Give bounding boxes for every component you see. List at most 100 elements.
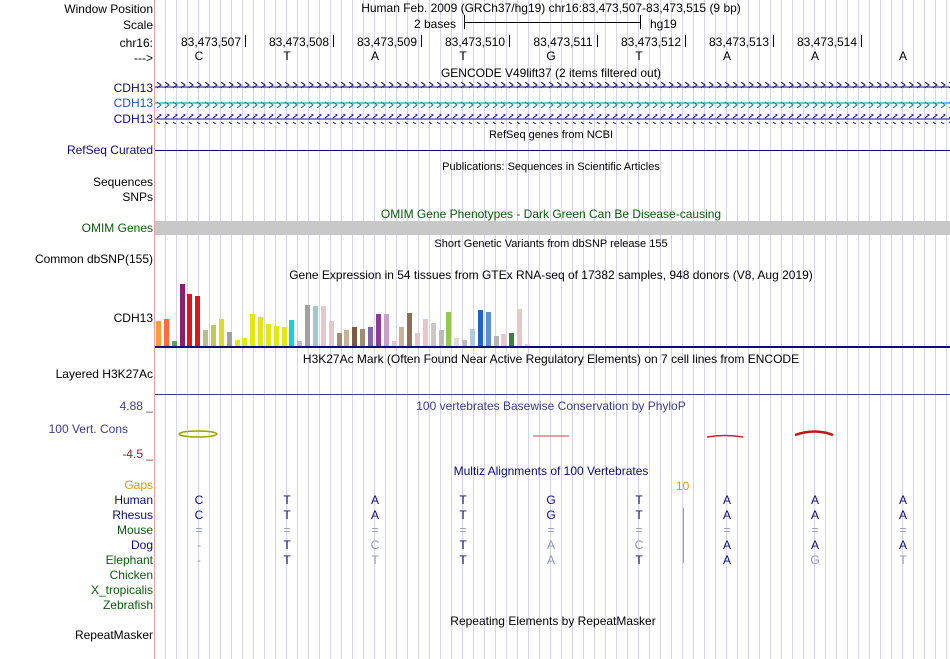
- gtex-tissue-bar[interactable]: [336, 333, 342, 346]
- track-title-refseq: RefSeq genes from NCBI: [488, 129, 614, 141]
- phylop-conservation-plot[interactable]: [155, 425, 950, 445]
- gridline: [660, 0, 661, 659]
- alignment-base: =: [459, 523, 467, 537]
- gtex-tissue-bar[interactable]: [265, 324, 271, 346]
- coordinate-tick: [861, 35, 862, 47]
- gtex-tissue-bar[interactable]: [258, 317, 264, 346]
- coordinate-tick: [333, 35, 334, 47]
- label-chromosome: chr16:: [119, 36, 153, 50]
- gtex-tissue-bar[interactable]: [462, 340, 468, 346]
- gridline: [374, 0, 375, 659]
- gap-insertion-marker[interactable]: [683, 508, 684, 563]
- gtex-tissue-bar[interactable]: [281, 327, 287, 346]
- alignment-base: T: [899, 553, 907, 567]
- gtex-tissue-bar[interactable]: [328, 321, 334, 346]
- gtex-tissue-bar[interactable]: [422, 319, 428, 346]
- gtex-tissue-bar[interactable]: [195, 296, 201, 346]
- alignment-base: -: [197, 538, 201, 552]
- label-omim-genes[interactable]: OMIM Genes: [81, 221, 153, 235]
- label-cdh13-transcript-1[interactable]: CDH13: [113, 81, 153, 95]
- gtex-tissue-bar[interactable]: [203, 330, 209, 346]
- gtex-tissue-bar[interactable]: [156, 321, 161, 346]
- gtex-tissue-bar[interactable]: [375, 314, 381, 346]
- alignment-base: T: [371, 553, 379, 567]
- gtex-tissue-bar[interactable]: [430, 323, 436, 346]
- label-repeatmasker: RepeatMasker: [74, 628, 153, 642]
- gtex-tissue-bar[interactable]: [477, 310, 483, 346]
- alignment-base: C: [634, 538, 644, 552]
- label-cdh13-transcript-2[interactable]: CDH13: [113, 96, 153, 110]
- gencode-transcript-tracks[interactable]: [155, 80, 950, 125]
- gtex-tissue-bar[interactable]: [493, 336, 499, 346]
- gtex-tissue-bar[interactable]: [524, 344, 530, 346]
- gtex-tissue-bar[interactable]: [438, 330, 444, 346]
- reference-base: T: [283, 49, 291, 63]
- alignment-base: T: [283, 493, 291, 507]
- alignment-base: =: [371, 523, 379, 537]
- alignment-base: =: [811, 523, 819, 537]
- alignment-base: =: [547, 523, 555, 537]
- alignment-base: C: [370, 538, 380, 552]
- gridline: [638, 0, 639, 659]
- alignment-base: A: [810, 493, 820, 507]
- label-cdh13-gtex[interactable]: CDH13: [113, 311, 153, 325]
- gtex-tissue-bar[interactable]: [517, 309, 523, 346]
- gtex-tissue-bar[interactable]: [391, 341, 397, 346]
- coordinate-label: 83,473,513: [708, 35, 770, 49]
- gridline: [550, 0, 551, 659]
- alignment-base: A: [370, 493, 380, 507]
- track-title-repeatmasker: Repeating Elements by RepeatMasker: [450, 614, 656, 628]
- gtex-tissue-bar[interactable]: [218, 319, 224, 346]
- track-title-publications: Publications: Sequences in Scientific Ar…: [442, 161, 660, 173]
- gtex-tissue-bar[interactable]: [171, 341, 177, 346]
- gtex-tissue-bar[interactable]: [367, 327, 373, 346]
- gtex-tissue-bar[interactable]: [242, 338, 248, 346]
- coordinate-label: 83,473,508: [268, 35, 330, 49]
- alignment-base: T: [635, 553, 643, 567]
- refseq-gene-line[interactable]: [155, 150, 950, 151]
- gridline: [451, 0, 452, 659]
- track-title-multiz: Multiz Alignments of 100 Vertebrates: [453, 464, 649, 478]
- alignment-base: T: [459, 553, 467, 567]
- gridline: [924, 0, 925, 659]
- gtex-tissue-bar[interactable]: [273, 326, 279, 346]
- gtex-tissue-bar[interactable]: [305, 305, 311, 346]
- alignment-base: A: [722, 553, 732, 567]
- gtex-tissue-bar[interactable]: [470, 329, 475, 346]
- label-refseq-curated[interactable]: RefSeq Curated: [66, 143, 153, 157]
- gtex-tissue-bar[interactable]: [407, 313, 413, 346]
- coordinate-label: 83,473,509: [356, 35, 418, 49]
- gtex-tissue-bar[interactable]: [320, 306, 326, 346]
- gridline: [231, 0, 232, 659]
- gtex-tissue-bar[interactable]: [163, 319, 169, 346]
- gtex-tissue-bar[interactable]: [383, 314, 389, 346]
- gtex-tissue-bar[interactable]: [454, 338, 460, 346]
- gtex-tissue-bar[interactable]: [313, 306, 318, 346]
- gtex-tissue-bar[interactable]: [501, 334, 507, 346]
- gtex-tissue-bar[interactable]: [179, 284, 185, 346]
- gtex-tissue-bar[interactable]: [509, 333, 515, 346]
- gtex-tissue-bar[interactable]: [485, 312, 491, 346]
- alignment-base: G: [810, 553, 820, 567]
- alignment-base: =: [899, 523, 907, 537]
- track-title-gencode: GENCODE V49lift37 (2 items filtered out): [440, 66, 662, 80]
- gtex-tissue-bar[interactable]: [226, 332, 232, 346]
- gtex-tissue-bar[interactable]: [344, 330, 350, 346]
- gtex-tissue-bar[interactable]: [187, 294, 193, 346]
- phylop-mark-pos8: [794, 430, 834, 437]
- gtex-tissue-bar[interactable]: [297, 341, 303, 346]
- gtex-tissue-bar[interactable]: [415, 333, 421, 346]
- gtex-tissue-bar[interactable]: [352, 327, 358, 346]
- gtex-tissue-bar[interactable]: [289, 320, 295, 346]
- gridline: [748, 0, 749, 659]
- gridline: [649, 0, 650, 659]
- gtex-tissue-bar[interactable]: [360, 329, 366, 346]
- gtex-tissue-bar[interactable]: [446, 312, 452, 346]
- alignment-base: G: [546, 508, 556, 522]
- gtex-tissue-bar[interactable]: [250, 314, 256, 346]
- gtex-tissue-bar[interactable]: [234, 340, 240, 346]
- label-cdh13-transcript-3[interactable]: CDH13: [113, 112, 153, 126]
- gtex-tissue-bar[interactable]: [210, 325, 216, 346]
- omim-gene-bar[interactable]: [155, 221, 950, 235]
- gtex-tissue-bar[interactable]: [399, 327, 405, 346]
